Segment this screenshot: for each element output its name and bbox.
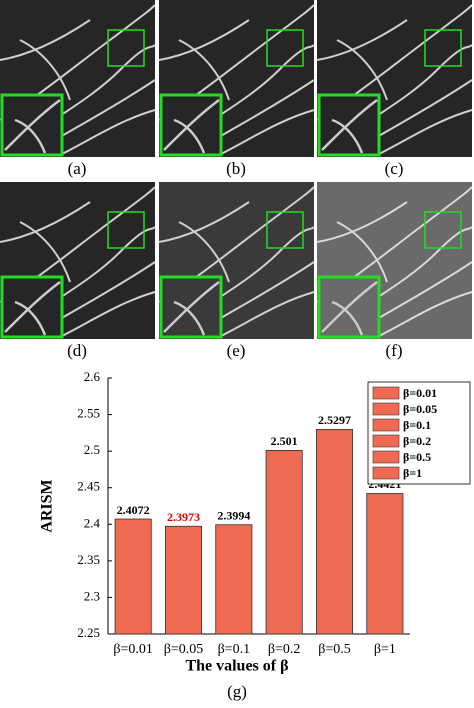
inset-vessel <box>321 281 378 336</box>
vessel <box>59 109 156 156</box>
vessel <box>59 291 156 338</box>
vessel <box>178 221 230 283</box>
chart-label: (g) <box>227 682 247 701</box>
vessel <box>336 39 388 101</box>
inset-vessel <box>321 99 378 154</box>
zoom-box <box>266 29 304 67</box>
vessel <box>218 291 315 338</box>
bar <box>164 525 203 635</box>
value-label: 2.4072 <box>117 503 150 517</box>
y-tick-label: 2.4 <box>84 515 101 530</box>
y-tick-label: 2.45 <box>77 479 100 494</box>
inset-vessel <box>163 99 220 154</box>
x-tick-label: β=0.05 <box>164 642 204 657</box>
value-label: 2.501 <box>271 434 298 448</box>
vessel <box>218 109 315 156</box>
legend-swatch <box>372 418 400 432</box>
value-label: 2.3994 <box>217 508 250 522</box>
bar <box>114 518 152 635</box>
vessel <box>0 201 91 243</box>
panel-label: (f) <box>386 341 403 360</box>
y-tick-label: 2.35 <box>77 552 100 567</box>
vessel <box>178 39 230 101</box>
legend-label: β=0.01 <box>403 386 437 400</box>
zoom-box <box>266 211 304 249</box>
x-tick-label: β=0.5 <box>318 642 351 657</box>
vessel <box>376 109 473 156</box>
bar <box>366 493 404 635</box>
y-tick-label: 2.25 <box>77 625 100 640</box>
legend-label: β=0.1 <box>403 418 431 432</box>
bar <box>315 429 354 635</box>
bar <box>215 524 253 635</box>
panel-label: (a) <box>68 159 87 178</box>
vessel <box>316 201 408 243</box>
panel-label: (b) <box>226 159 246 178</box>
inset-vessel <box>163 281 220 336</box>
x-tick-label: β=0.2 <box>268 642 301 657</box>
value-label: 2.3973 <box>167 510 200 524</box>
legend-swatch <box>372 386 400 400</box>
vessel <box>0 19 91 61</box>
legend-swatch <box>372 402 400 416</box>
x-axis-label: The values of β <box>185 658 288 675</box>
zoom-box <box>424 29 462 67</box>
legend-swatch <box>372 466 400 480</box>
y-tick-label: 2.55 <box>77 406 100 421</box>
vessel <box>158 19 250 61</box>
legend-label: β=0.5 <box>403 450 431 464</box>
legend-swatch <box>372 450 400 464</box>
vessel <box>158 201 250 243</box>
value-label: 2.5297 <box>318 413 351 427</box>
legend-label: β=0.2 <box>403 434 431 448</box>
panel-label: (e) <box>227 341 246 360</box>
inset-vessel <box>4 99 61 154</box>
y-tick-label: 2.5 <box>84 442 100 457</box>
vessel <box>376 291 473 338</box>
x-tick-label: β=0.01 <box>113 642 153 657</box>
vessel <box>336 221 388 283</box>
legend-label: β=1 <box>403 466 422 480</box>
vessel <box>316 19 408 61</box>
y-tick-label: 2.3 <box>84 588 100 603</box>
vessel <box>19 221 71 283</box>
bar <box>265 450 303 635</box>
vessel <box>19 39 71 101</box>
panel-label: (c) <box>385 159 404 178</box>
zoom-box <box>107 29 145 67</box>
inset-vessel <box>4 281 61 336</box>
y-tick-label: 2.6 <box>84 369 101 384</box>
x-tick-label: β=0.1 <box>218 642 251 657</box>
zoom-box <box>107 211 145 249</box>
legend-swatch <box>372 434 400 448</box>
panel-label: (d) <box>67 341 87 360</box>
image-grid <box>0 0 473 339</box>
y-axis-label: ARISM <box>39 479 56 532</box>
x-tick-label: β=1 <box>374 642 396 657</box>
zoom-box <box>424 211 462 249</box>
legend-label: β=0.05 <box>403 402 437 416</box>
